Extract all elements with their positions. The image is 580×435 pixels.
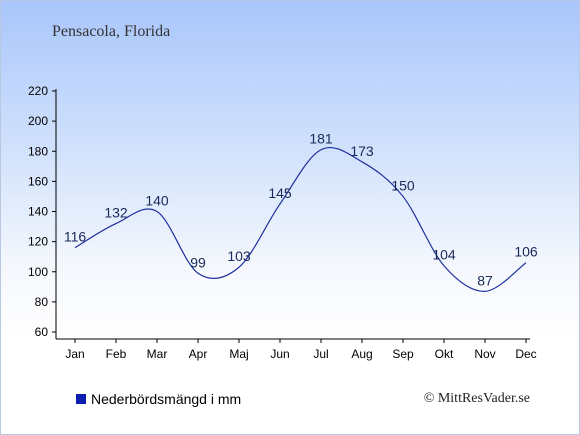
data-label: 106 [514,244,538,260]
chart-title: Pensacola, Florida [52,23,171,40]
x-tick-labels: Jan Feb Mar Apr Maj Jun Jul Aug Sep Okt Nov Dec [65,347,536,361]
y-tick-label: 80 [35,295,49,309]
x-tick-label: Jun [270,347,289,361]
y-tick-label: 220 [28,84,48,98]
axes [55,89,530,340]
y-tick-labels: 60 80 100 120 140 160 180 200 220 [28,84,48,339]
data-label: 116 [64,229,87,245]
y-tick-label: 180 [28,144,48,158]
data-label: 104 [432,247,456,263]
data-label: 150 [391,177,415,193]
y-tick-label: 140 [28,205,48,219]
data-labels: 116 132 140 99 103 145 181 173 150 104 87 106 [64,131,538,289]
y-tick-label: 120 [28,235,48,249]
x-tick-label: Aug [351,347,372,361]
data-label: 181 [309,131,333,147]
x-tick-label: Feb [106,347,127,361]
x-tick-label: Maj [229,347,248,361]
data-label: 132 [104,205,128,221]
series-line-precipitation [74,146,527,292]
legend-swatch [76,394,86,404]
y-tick-label: 200 [28,114,48,128]
data-label: 140 [145,193,169,209]
data-label: 103 [227,248,251,264]
x-tick-label: Dec [515,347,536,361]
x-tick-label: Sep [392,347,414,361]
data-label: 145 [268,185,292,201]
data-label: 87 [477,272,493,288]
x-tick-label: Okt [435,347,454,361]
y-tick-label: 60 [35,325,49,339]
x-tick-label: Nov [474,347,495,361]
legend-label: Nederbördsmängd i mm [91,391,242,407]
y-tick-label: 100 [28,265,48,279]
legend: Nederbördsmängd i mm [76,391,241,407]
y-tick-label: 160 [28,174,48,188]
source-credit: © MittResVader.se [423,391,530,406]
tick-marks [52,90,527,343]
data-label: 99 [190,254,206,270]
data-label: 173 [350,143,374,159]
x-tick-label: Jan [65,347,84,361]
x-tick-label: Mar [147,347,168,361]
x-tick-label: Jul [313,347,328,361]
x-tick-label: Apr [189,347,208,361]
